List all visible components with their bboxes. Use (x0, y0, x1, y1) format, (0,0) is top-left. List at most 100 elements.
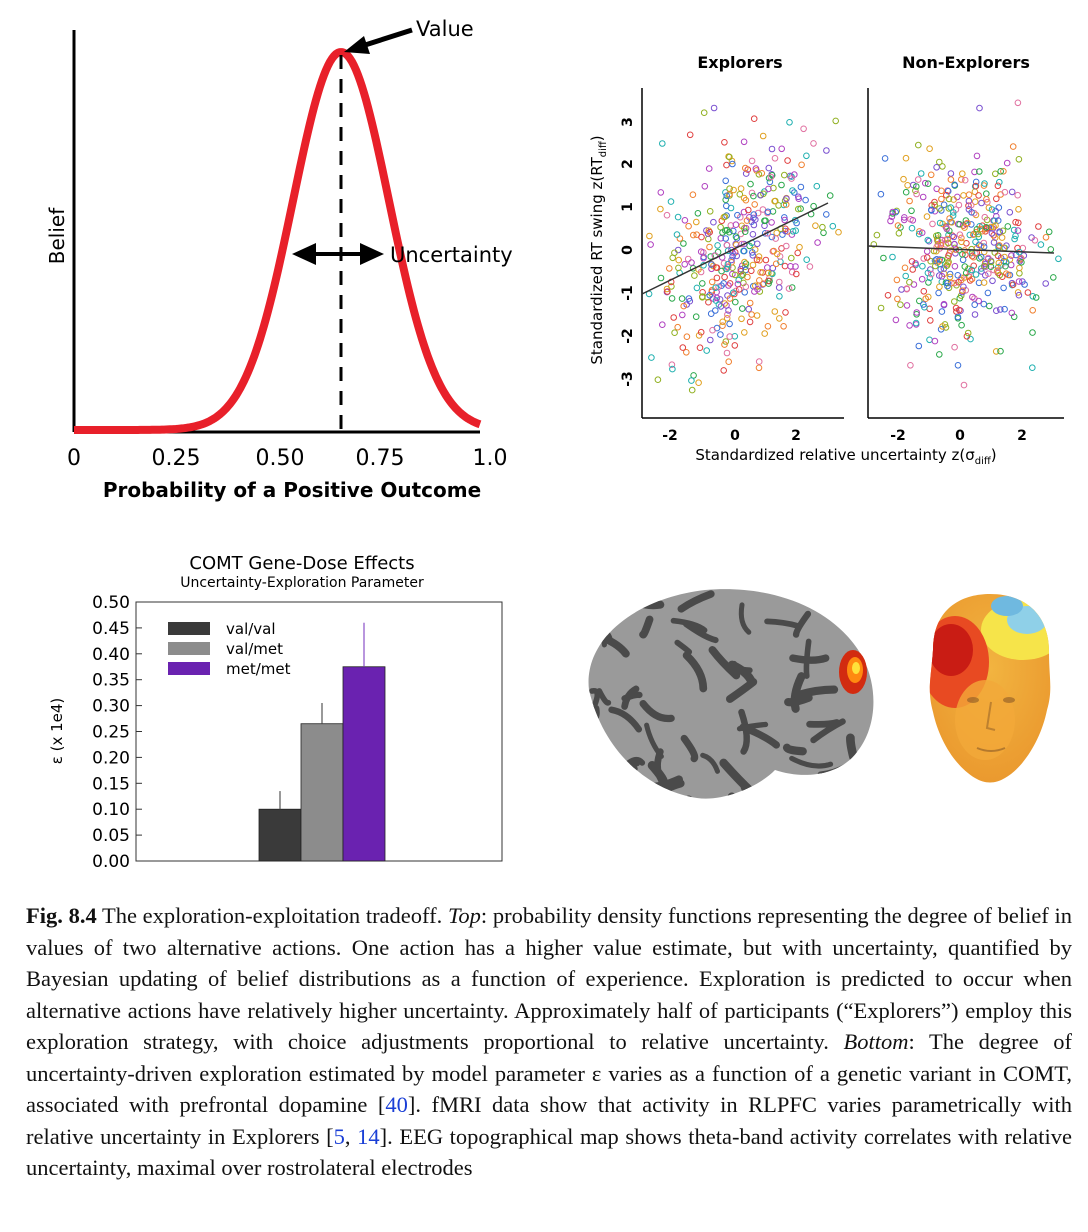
scatter-point (748, 311, 755, 318)
scatter-point (820, 229, 827, 237)
scatter-point (768, 233, 776, 241)
scatter-point (931, 257, 939, 264)
scatter-point (925, 279, 932, 286)
scatter-point (938, 272, 946, 280)
scatter-point (912, 187, 919, 194)
scatter-point (951, 181, 958, 189)
scatter-point (676, 235, 684, 242)
eeg-heatmap (929, 596, 1051, 760)
caption-ref-14[interactable]: 14 (357, 1123, 380, 1149)
scatter-point (925, 237, 933, 245)
scatter-point (795, 205, 802, 213)
scatter-point (699, 280, 706, 287)
scatter-point (992, 222, 999, 229)
scatter-point (659, 140, 666, 147)
scatter-point (1009, 143, 1017, 150)
scatter-point (720, 367, 727, 374)
scatter-point (674, 246, 682, 254)
legend-swatch-met-met (168, 662, 210, 675)
bar-val-met (300, 723, 344, 862)
scatter-point (935, 289, 942, 297)
scatter-point (943, 225, 951, 232)
scatter-point (671, 329, 678, 337)
scatter-x-label-main: Standardized relative uncertainty z(σ (695, 446, 975, 464)
scatter-point (710, 104, 718, 112)
scatter-point (928, 202, 936, 209)
scatter-point (938, 207, 945, 214)
scatter-point (950, 196, 957, 203)
scatter-point (669, 365, 676, 373)
explorers-xtick-m2: -2 (662, 428, 678, 444)
scatter-title-explorers: Explorers (697, 53, 782, 72)
scatter-point (703, 347, 710, 354)
scatter-point (681, 217, 689, 224)
scatter-point (728, 256, 735, 264)
scatter-point (1005, 271, 1012, 279)
scatter-point (829, 222, 837, 230)
scatter-point (964, 219, 971, 227)
scatter-point (788, 254, 795, 262)
scatter-point (929, 220, 936, 228)
nonexplorers-xtick-0: 0 (955, 428, 965, 444)
scatter-point (740, 138, 748, 146)
scatter-point (741, 289, 748, 296)
scatter-point (877, 304, 885, 312)
scatter-point (969, 293, 976, 301)
scatter-point (709, 326, 716, 334)
scatter-point (915, 230, 923, 238)
scatter-point (789, 228, 797, 235)
scatter-point (919, 193, 927, 201)
scatter-point (1006, 209, 1014, 216)
scatter-point (1002, 262, 1009, 270)
scatter-point (717, 235, 725, 242)
scatter-point (927, 317, 934, 324)
scatter-point (992, 207, 999, 215)
scatter-point (933, 232, 940, 240)
scatter-point (708, 278, 716, 286)
scatter-point (906, 278, 913, 286)
scatter-point (887, 217, 894, 225)
scatter-point (895, 230, 903, 237)
scatter-point (732, 298, 739, 306)
scatter-point (725, 282, 732, 289)
caption-ref-5[interactable]: 5 (333, 1123, 345, 1149)
scatter-point (983, 196, 990, 203)
scatter-point (923, 254, 931, 261)
caption-ref-40[interactable]: 40 (385, 1092, 408, 1117)
scatter-point (796, 243, 803, 251)
figure-caption: Fig. 8.4 The exploration-exploitation tr… (26, 900, 1072, 1184)
scatter-point (881, 155, 889, 162)
legend-label-val-val: val/val (226, 620, 276, 638)
scatter-point (916, 297, 923, 305)
scatter-point (927, 171, 935, 179)
scatter-point (913, 190, 920, 198)
scatter-point (923, 213, 931, 220)
scatter-point (976, 104, 983, 112)
scatter-point (734, 211, 741, 219)
scatter-point (657, 205, 664, 213)
scatter-point (798, 161, 805, 169)
scatter-point (1045, 228, 1053, 236)
scatter-point (787, 263, 794, 270)
scatter-point (697, 328, 705, 336)
scatter-point (793, 219, 800, 227)
scatter-point (819, 223, 826, 231)
scatter-point (781, 262, 789, 270)
scatter-point (968, 266, 976, 274)
scatter-point (988, 230, 996, 237)
scatter-point (757, 269, 764, 276)
scatter-point (740, 247, 748, 255)
scatter-point (772, 235, 779, 242)
scatter-point (775, 284, 783, 291)
scatter-point (972, 178, 980, 186)
scatter-point (742, 283, 750, 290)
scatter-point (1032, 294, 1040, 301)
scatter-point (782, 225, 789, 233)
scatter-point (726, 320, 733, 328)
scatter-point (717, 223, 724, 231)
bar-title: COMT Gene-Dose Effects (189, 553, 414, 574)
caption-top-label: Top (447, 903, 481, 928)
scatter-point (1029, 364, 1036, 372)
scatter-point (712, 297, 720, 304)
scatter-point (990, 239, 998, 246)
